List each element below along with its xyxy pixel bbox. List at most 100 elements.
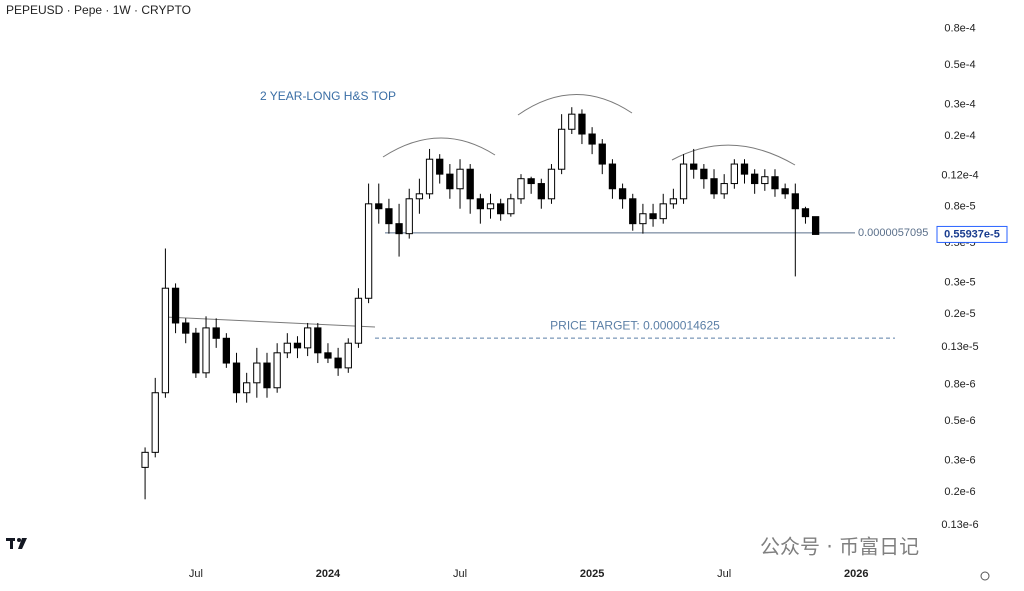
candle-body — [486, 203, 495, 210]
candle-body — [476, 198, 485, 210]
candle-body — [598, 143, 606, 165]
candle-body — [730, 163, 738, 185]
candle-body — [761, 176, 769, 185]
annotation: 2 YEAR-LONG H&S TOP — [260, 89, 396, 103]
candle-body — [781, 188, 789, 195]
candle-body — [629, 198, 637, 225]
candle-body — [588, 133, 596, 145]
candle-body — [253, 362, 261, 384]
y-tick-label: 0.8e-6 — [944, 379, 975, 391]
candle-body — [182, 322, 190, 334]
candle-body — [517, 178, 525, 200]
candle-body — [243, 382, 251, 394]
candle-body — [354, 297, 363, 344]
candle-body — [303, 327, 312, 349]
candle-body — [791, 193, 799, 210]
candle-body — [557, 128, 566, 170]
candle-body — [283, 342, 291, 354]
y-tick-label: 0.2e-5 — [944, 308, 975, 320]
candle-body — [263, 362, 271, 389]
candle-body — [497, 203, 505, 215]
candle-body — [456, 168, 464, 190]
candle-body — [537, 183, 545, 200]
y-tick-label: 0.13e-6 — [941, 519, 978, 531]
candle-body — [395, 223, 403, 235]
y-tick-label: 0.2e-4 — [944, 130, 975, 142]
candle-body — [222, 337, 231, 364]
candle-body — [232, 362, 241, 394]
candle-body — [141, 451, 149, 468]
price-target-label: PRICE TARGET: 0.0000014625 — [550, 318, 720, 332]
candle-body — [334, 357, 342, 369]
candle-body — [314, 327, 322, 354]
y-tick-label: 0.3e-5 — [944, 277, 975, 289]
candle-body — [212, 327, 220, 339]
y-tick-label: 0.2e-6 — [944, 486, 975, 498]
x-tick-label: 2026 — [844, 568, 868, 580]
left-shoulder-arc — [382, 137, 496, 158]
candle-body — [436, 158, 444, 175]
candle-body — [700, 168, 708, 180]
candle-body — [161, 287, 170, 394]
candle-body — [273, 352, 281, 389]
candle-body — [446, 173, 454, 190]
y-tick-label: 0.8e-4 — [944, 23, 975, 35]
candle-body — [375, 203, 383, 210]
x-tick-label: 2024 — [316, 568, 341, 580]
y-tick-label: 0.12e-4 — [941, 169, 978, 181]
candle-body — [171, 287, 180, 324]
candle-body — [720, 183, 728, 195]
x-tick-label: Jul — [453, 568, 467, 580]
candle-body — [679, 163, 688, 200]
x-tick-label: Jul — [189, 568, 203, 580]
candle-body — [690, 163, 698, 170]
candle-body — [811, 216, 820, 235]
head-arc — [517, 94, 633, 116]
candle-body — [568, 113, 576, 130]
candle-body — [547, 168, 556, 200]
candle-body — [364, 203, 373, 299]
candle-body — [405, 198, 413, 235]
watermark: 公众号 · 币富日记 — [760, 535, 919, 559]
candle-body — [385, 208, 393, 225]
settings-icon[interactable] — [980, 571, 990, 581]
candle-body — [293, 342, 302, 349]
right-shoulder-arc — [671, 144, 796, 166]
candle-body — [344, 342, 352, 369]
candle-body — [751, 173, 759, 185]
chart-title: PEPEUSD · Pepe · 1W · CRYPTO — [6, 3, 191, 17]
candle-body — [608, 163, 617, 190]
candle-body — [415, 193, 424, 200]
last-price-box — [936, 225, 1008, 243]
candle-body — [771, 176, 779, 190]
x-tick-label: Jul — [717, 568, 731, 580]
y-tick-label: 0.13e-5 — [941, 341, 978, 353]
candle-body — [527, 178, 535, 185]
candle-body — [192, 332, 200, 374]
candle-body — [710, 178, 718, 195]
trend-line — [164, 316, 376, 328]
candle-body — [740, 163, 749, 175]
candle-body — [466, 168, 474, 200]
last-price-label: 0.55937e-5 — [944, 228, 1000, 240]
candle-body — [618, 188, 627, 200]
neckline-label: 0.0000057095 — [858, 227, 928, 239]
y-tick-label: 0.5e-4 — [944, 59, 975, 71]
y-tick-label: 0.3e-6 — [944, 455, 975, 467]
y-tick-label: 0.5e-6 — [944, 415, 975, 427]
candle-body — [202, 327, 210, 374]
candle-body — [151, 392, 159, 453]
x-tick-label: 2025 — [580, 568, 604, 580]
candle-body — [578, 113, 586, 135]
y-tick-label: 0.8e-5 — [944, 201, 975, 213]
logo — [6, 538, 27, 549]
candle-body — [669, 198, 678, 205]
candle-body — [507, 198, 515, 215]
y-tick-label: 0.3e-4 — [944, 98, 975, 110]
candle-body — [801, 208, 810, 218]
candle-body — [639, 213, 647, 225]
candle-body — [425, 158, 434, 195]
